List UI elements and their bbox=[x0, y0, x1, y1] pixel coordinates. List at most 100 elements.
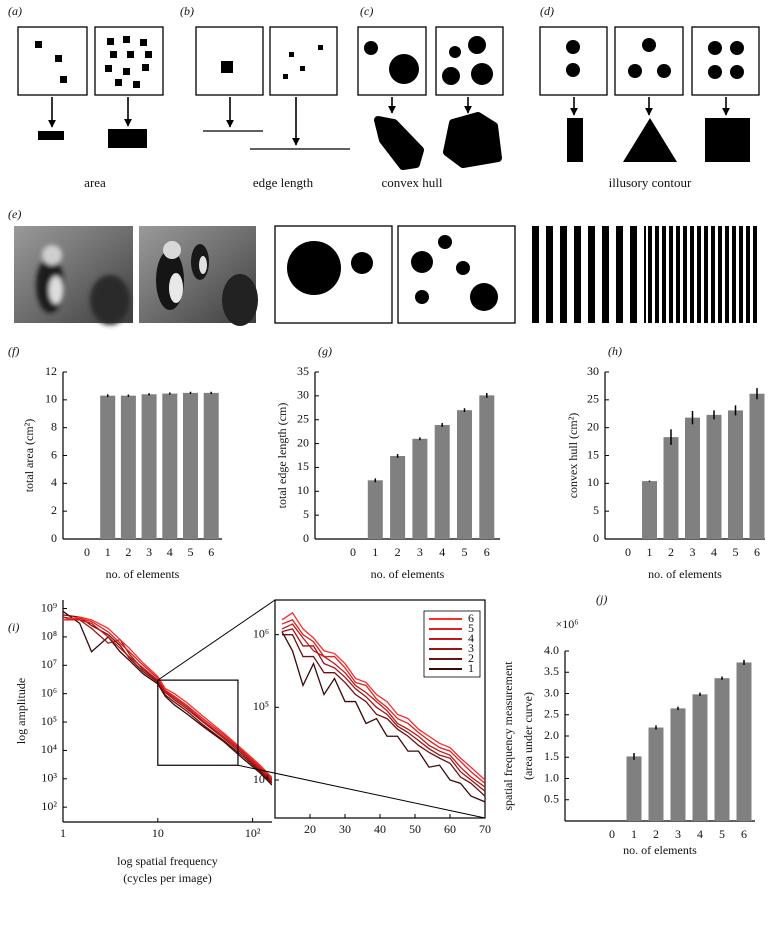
y-tick-label: 1.5 bbox=[544, 749, 559, 763]
y-tick-label: 10 bbox=[45, 392, 57, 406]
legend-label: 1 bbox=[468, 661, 474, 675]
panel-label: (i) bbox=[8, 620, 19, 634]
zoom-connector bbox=[237, 764, 486, 819]
x-tick-label: 5 bbox=[462, 545, 468, 559]
x-axis-label: no. of elements bbox=[623, 843, 697, 857]
x-axis-label: no. of elements bbox=[648, 567, 722, 581]
panel-label: (h) bbox=[608, 344, 622, 358]
bar bbox=[648, 727, 664, 821]
bar bbox=[183, 392, 198, 539]
x-axis-label: (cycles per image) bbox=[123, 871, 212, 885]
panel-label: (b) bbox=[180, 4, 194, 18]
x-axis-label: log spatial frequency bbox=[117, 854, 218, 868]
x-tick-label: 6 bbox=[754, 545, 760, 559]
bar bbox=[141, 394, 157, 539]
x-axis-label: no. of elements bbox=[371, 567, 445, 581]
y-tick-label: 20 bbox=[587, 419, 599, 433]
y-tick-label: 10 bbox=[587, 475, 599, 489]
y-tick-label: 30 bbox=[297, 388, 309, 402]
bar bbox=[728, 410, 743, 539]
y-tick-label: 15 bbox=[297, 459, 309, 473]
x-tick-label: 0 bbox=[625, 545, 631, 559]
panel-label: (e) bbox=[8, 207, 21, 221]
y-tick-label: 10⁴ bbox=[253, 772, 269, 786]
x-tick-label: 1 bbox=[631, 827, 637, 841]
y-tick-label: 6 bbox=[51, 447, 57, 461]
caption: illusory contour bbox=[609, 175, 692, 190]
y-tick-label: 0.5 bbox=[544, 792, 559, 806]
diagram-area: area bbox=[17, 26, 164, 190]
y-tick-label: 0 bbox=[51, 531, 57, 545]
x-tick-label: 5 bbox=[719, 827, 725, 841]
caption: area bbox=[84, 175, 106, 190]
y-tick-label: 10⁷ bbox=[41, 657, 57, 671]
panel-label: (f) bbox=[8, 344, 19, 358]
x-tick-label: 4 bbox=[167, 545, 173, 559]
x-axis-label: no. of elements bbox=[106, 567, 180, 581]
series-line bbox=[63, 617, 272, 780]
series-line bbox=[282, 634, 485, 797]
y-tick-label: 0 bbox=[593, 531, 599, 545]
series-group bbox=[63, 610, 272, 786]
x-tick-label: 60 bbox=[444, 822, 456, 836]
panel-label: (j) bbox=[596, 592, 607, 606]
bar bbox=[162, 393, 178, 539]
y-tick-label: 2 bbox=[51, 503, 57, 517]
bar bbox=[736, 662, 752, 821]
series-line bbox=[281, 631, 485, 803]
y-tick-label: 35 bbox=[297, 364, 309, 378]
bar bbox=[457, 410, 472, 539]
y-tick-label: 5 bbox=[593, 503, 599, 517]
y-tick-label: 2.5 bbox=[544, 707, 559, 721]
y-tick-label: 10⁵ bbox=[253, 699, 269, 713]
diagram-edge-length: edge length bbox=[195, 26, 350, 190]
x-tick-label: 6 bbox=[208, 545, 214, 559]
bar bbox=[749, 393, 765, 539]
bar bbox=[670, 708, 686, 821]
y-tick-label: 10⁹ bbox=[41, 600, 57, 614]
legend-label: 5 bbox=[468, 621, 474, 635]
x-tick-label: 2 bbox=[125, 545, 131, 559]
gratings bbox=[532, 226, 760, 323]
y-tick-label: 10⁶ bbox=[41, 685, 57, 699]
x-tick-label: 40 bbox=[374, 822, 386, 836]
y-tick-label: 0 bbox=[303, 531, 309, 545]
panel-label: (d) bbox=[540, 4, 554, 18]
y-tick-label: 10⁴ bbox=[41, 742, 57, 756]
x-tick-label: 10² bbox=[245, 826, 261, 840]
bar bbox=[479, 395, 495, 539]
bar bbox=[367, 480, 383, 539]
x-tick-label: 5 bbox=[733, 545, 739, 559]
legend-label: 6 bbox=[468, 611, 474, 625]
caption: convex hull bbox=[381, 175, 442, 190]
dot-stimuli bbox=[274, 225, 516, 324]
bar bbox=[706, 414, 722, 539]
x-tick-label: 1 bbox=[647, 545, 653, 559]
series-line bbox=[63, 619, 272, 781]
x-tick-label: 0 bbox=[609, 827, 615, 841]
x-tick-label: 3 bbox=[675, 827, 681, 841]
bar bbox=[120, 395, 136, 539]
x-tick-label: 3 bbox=[146, 545, 152, 559]
zoom-box bbox=[157, 679, 239, 766]
legend-label: 3 bbox=[468, 641, 474, 655]
series-line bbox=[63, 610, 272, 786]
x-tick-label: 1 bbox=[372, 545, 378, 559]
bar bbox=[100, 395, 116, 539]
y-tick-label: 3.5 bbox=[544, 664, 559, 678]
y-tick-label: 1.0 bbox=[544, 770, 559, 784]
y-tick-label: 2.0 bbox=[544, 728, 559, 742]
y-tick-label: 10⁸ bbox=[41, 629, 57, 643]
y-tick-label: 10² bbox=[41, 799, 57, 813]
x-tick-label: 5 bbox=[188, 545, 194, 559]
x-tick-label: 2 bbox=[395, 545, 401, 559]
panel-label: (a) bbox=[8, 4, 22, 18]
series-line bbox=[281, 619, 485, 784]
series-line bbox=[281, 623, 485, 788]
x-tick-label: 70 bbox=[479, 822, 491, 836]
y-multiplier: ×10⁶ bbox=[556, 617, 579, 631]
y-tick-label: 10³ bbox=[41, 771, 57, 785]
y-axis-label: convex hull (cm²) bbox=[566, 413, 580, 499]
panel-label: (c) bbox=[360, 4, 373, 18]
